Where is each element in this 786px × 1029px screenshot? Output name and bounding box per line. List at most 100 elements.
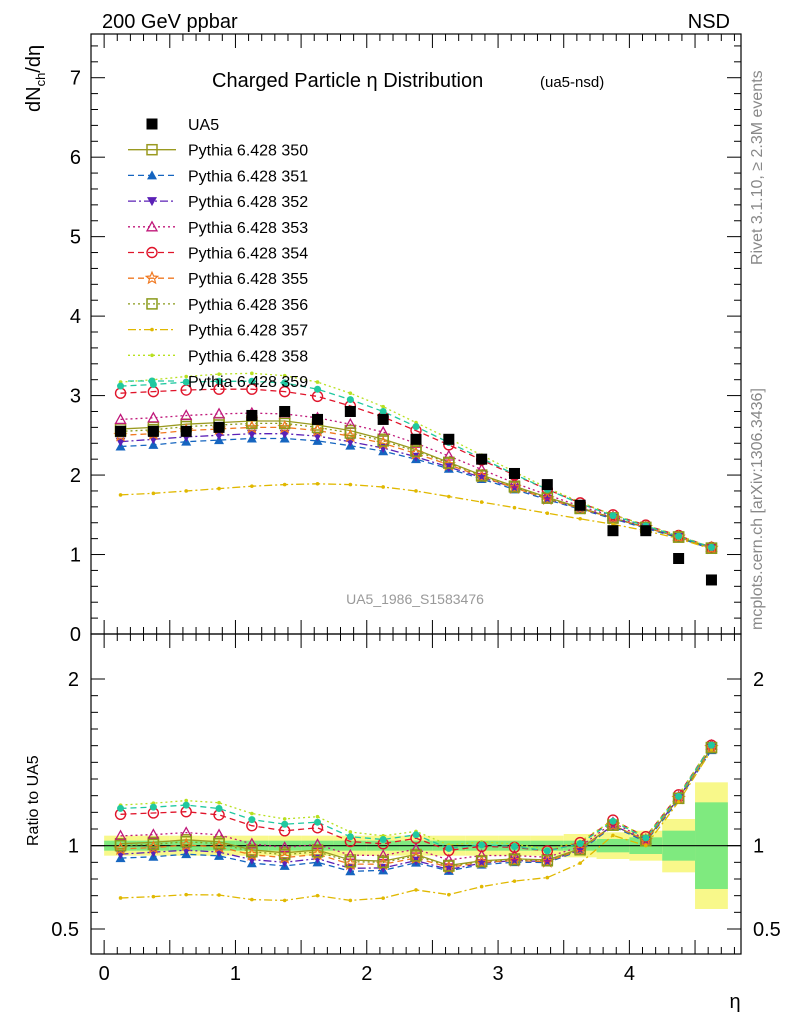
ratio-y-axis-label: Ratio to UA5 bbox=[25, 755, 42, 846]
ratio-series-point bbox=[250, 811, 254, 816]
process-label: NSD bbox=[688, 11, 730, 33]
ua5-data-point bbox=[246, 409, 258, 421]
legend-marker bbox=[147, 170, 157, 180]
ratio-series-point bbox=[412, 831, 420, 839]
series-point bbox=[248, 377, 256, 385]
y-tick-label: 6 bbox=[70, 147, 81, 169]
mcplots-label: mcplots.cern.ch [arXiv:1306.3436] bbox=[749, 388, 766, 630]
ratio-series-point bbox=[147, 838, 160, 851]
ratio-series-point bbox=[115, 850, 126, 860]
series-point bbox=[148, 439, 159, 449]
series-line bbox=[120, 388, 712, 549]
ratio-series-point bbox=[217, 800, 221, 805]
series-point bbox=[315, 380, 320, 384]
ratio-series-point bbox=[709, 748, 714, 752]
ratio-series-point bbox=[184, 892, 189, 897]
ua5-data-point bbox=[607, 525, 619, 537]
ua5-data-point bbox=[115, 425, 127, 437]
series-point bbox=[282, 373, 287, 378]
legend-marker bbox=[146, 143, 158, 156]
series-point bbox=[541, 492, 554, 504]
legend-label: Pythia 6.428 351 bbox=[188, 168, 308, 185]
legend-label: Pythia 6.428 352 bbox=[188, 194, 308, 211]
ratio-series-point bbox=[643, 843, 648, 848]
series-point bbox=[545, 511, 550, 516]
x-tick-label: 2 bbox=[361, 963, 372, 985]
ua5-data-point bbox=[377, 413, 389, 425]
series-point bbox=[414, 489, 418, 493]
series-point bbox=[705, 542, 718, 554]
series-point bbox=[475, 470, 488, 482]
series-point bbox=[180, 409, 193, 421]
ratio-series-point bbox=[377, 856, 389, 869]
ratio-series-point bbox=[248, 816, 256, 824]
series-point bbox=[508, 481, 521, 493]
ratio-series-point bbox=[576, 840, 584, 848]
series-point bbox=[512, 505, 517, 510]
series-point bbox=[147, 411, 160, 423]
ratio-plot-frame bbox=[90, 633, 742, 955]
ua5-data-point bbox=[410, 433, 422, 445]
legend-label: Pythia 6.428 350 bbox=[188, 143, 308, 160]
legend-label: Pythia 6.428 355 bbox=[188, 271, 308, 288]
ua5-data-point bbox=[279, 405, 291, 417]
series-point bbox=[184, 489, 189, 493]
ua5-data-point bbox=[541, 479, 553, 491]
series-point bbox=[114, 413, 127, 425]
ratio-series-point bbox=[414, 888, 418, 892]
series-point bbox=[278, 385, 291, 398]
series-point bbox=[348, 482, 353, 487]
series-point bbox=[215, 377, 223, 385]
ratio-series-point bbox=[246, 845, 258, 858]
series-point bbox=[609, 512, 617, 520]
ratio-series-point bbox=[478, 841, 486, 849]
chart-title: Charged Particle η Distribution bbox=[212, 70, 483, 92]
chart-subtitle: (ua5-nsd) bbox=[540, 74, 604, 91]
series-point bbox=[707, 543, 715, 551]
x-tick-label: 4 bbox=[624, 963, 635, 985]
ratio-series-point bbox=[311, 846, 324, 858]
ratio-series-point bbox=[315, 814, 320, 819]
series-markers bbox=[113, 371, 719, 903]
series-point bbox=[117, 382, 125, 390]
ratio-series-point bbox=[476, 859, 487, 869]
y-tick-label: 2 bbox=[70, 465, 81, 487]
ratio-series-point bbox=[213, 837, 225, 850]
ratio-series-point bbox=[278, 848, 291, 861]
series-point bbox=[475, 463, 488, 475]
series-line bbox=[120, 380, 712, 549]
series-point bbox=[479, 500, 484, 504]
ratio-series-point bbox=[574, 836, 586, 849]
series-point bbox=[410, 445, 422, 457]
series-point bbox=[250, 371, 254, 376]
ua5-data-point bbox=[147, 425, 159, 437]
ua5-data-point bbox=[705, 574, 717, 586]
series-point bbox=[381, 485, 385, 489]
ratio-series-point bbox=[282, 898, 287, 903]
series-point bbox=[282, 482, 287, 487]
series-point bbox=[346, 396, 354, 404]
ratio-series-point bbox=[114, 839, 127, 852]
ratio-series-point bbox=[118, 896, 123, 900]
legend-label: Pythia 6.428 357 bbox=[188, 323, 308, 340]
ua5-data-point bbox=[344, 405, 356, 417]
ratio-series-point bbox=[181, 846, 192, 856]
ratio-y-tick-label-right: 2 bbox=[753, 669, 764, 691]
series-point bbox=[278, 417, 291, 430]
ratio-series-point bbox=[344, 855, 357, 868]
series-point bbox=[315, 482, 320, 486]
series-line bbox=[120, 412, 712, 549]
ratio-series-point bbox=[149, 803, 157, 811]
energy-label: 200 GeV ppbar bbox=[102, 11, 238, 33]
ua5-data-point bbox=[312, 413, 324, 425]
series-point bbox=[344, 427, 357, 439]
series-point bbox=[379, 407, 387, 415]
legend-marker bbox=[147, 197, 157, 207]
series-point bbox=[182, 378, 190, 386]
legend-marker bbox=[146, 246, 158, 259]
ratio-y-tick-label: 0.5 bbox=[51, 919, 79, 941]
ratio-y-tick-label: 2 bbox=[68, 669, 79, 691]
ratio-series-point bbox=[184, 798, 189, 803]
